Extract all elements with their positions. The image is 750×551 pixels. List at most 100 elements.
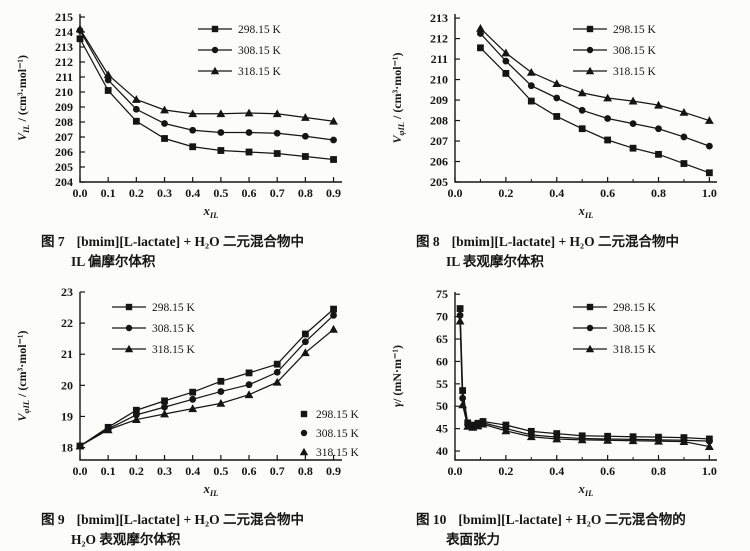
triangle-marker xyxy=(463,422,473,430)
y-tick-label: 205 xyxy=(55,160,73,174)
circle-marker xyxy=(553,94,561,102)
series-circle xyxy=(477,30,713,150)
square-marker xyxy=(217,147,225,154)
square-marker xyxy=(125,303,133,311)
circle-marker xyxy=(680,133,688,141)
fig10-chart: 40 45 50 55 60 65 70 75 0.0 0.2 0.4 0.6 0.8 1.0 γ/ (mN… xyxy=(390,287,717,498)
x-tick-label: 0.7 xyxy=(270,186,285,200)
y-tick-label: 214 xyxy=(55,25,73,39)
figure-8: 205 206 207 208 209 210 211 212 213 0.0 0.2 0.4 0.6 0… xyxy=(375,0,750,278)
x-tick-label: 0.4 xyxy=(549,186,564,200)
square-marker xyxy=(629,144,637,152)
legend-label: 318.15 K xyxy=(316,447,360,459)
fig7-caption-line2: IL 偏摩尔体积 xyxy=(71,254,156,270)
square-marker xyxy=(586,25,594,33)
triangle-marker xyxy=(654,100,663,109)
legend-label: 298.15 K xyxy=(613,24,657,36)
circle-marker xyxy=(132,105,140,113)
square-marker xyxy=(76,35,84,43)
legend-label: 308.15 K xyxy=(613,323,657,335)
circle-marker xyxy=(330,136,337,144)
triangle-marker xyxy=(329,116,338,125)
series-triangle xyxy=(476,23,714,124)
y-tick-label: 65 xyxy=(436,332,448,346)
x-tick-label: 0.2 xyxy=(129,186,144,200)
x-tick-label: 0.8 xyxy=(651,464,666,478)
circle-marker xyxy=(301,132,309,140)
y-tick-label: 45 xyxy=(436,422,448,436)
legend: 298.15 K 308.15 K 318.15 K xyxy=(573,302,657,356)
circle-marker xyxy=(161,403,168,411)
triangle-marker xyxy=(329,324,338,333)
fig7-caption-text: [bmim][L-lactate] + H₂O 二元混合物中 xyxy=(76,234,304,249)
legend-label: 308.15 K xyxy=(613,45,657,57)
y-tick-label: 19 xyxy=(61,409,73,423)
square-marker xyxy=(300,410,308,418)
circle-marker xyxy=(273,368,281,376)
circle-marker xyxy=(161,120,168,127)
triangle-marker xyxy=(679,437,689,446)
figure-10: 40 45 50 55 60 65 70 75 0.0 0.2 0.4 0.6 0.8 1.0 γ/ (mN… xyxy=(375,278,750,549)
y-tick-label: 213 xyxy=(55,40,73,54)
circle-marker xyxy=(217,388,225,395)
x-tick-label: 0.0 xyxy=(448,464,463,478)
figure-7: 204 205 206 207 208 209 210 211 212 213 214 215 0.0 0… xyxy=(0,0,375,278)
legend-label: 298.15 K xyxy=(316,409,360,421)
y-tick-label: 210 xyxy=(430,73,448,87)
y-tick-label: 212 xyxy=(55,55,73,69)
circle-marker xyxy=(189,126,197,134)
square-marker xyxy=(527,97,535,105)
circle-marker xyxy=(586,46,594,54)
y-tick-label: 206 xyxy=(430,155,448,169)
circle-marker xyxy=(705,437,713,445)
triangle-marker xyxy=(131,415,141,423)
triangle-marker xyxy=(455,316,465,325)
x-axis-label: xIL xyxy=(578,204,594,220)
fig8-chart: 205 206 207 208 209 210 211 212 213 0.0 0.2 0.4 0.6 0… xyxy=(390,11,717,220)
fig9-caption-line1: 图 9 [bmim][L-lactate] + H₂O 二元混合物中 xyxy=(0,510,375,530)
legend-label: 308.15 K xyxy=(316,428,360,440)
square-marker xyxy=(456,305,464,312)
circle-marker xyxy=(330,311,337,319)
y-tick-label: 23 xyxy=(61,285,73,299)
x-tick-label: 0.6 xyxy=(242,464,257,478)
triangle-marker xyxy=(244,108,254,117)
series-square xyxy=(76,305,337,450)
triangle-marker xyxy=(160,105,169,114)
y-tick-label: 211 xyxy=(431,52,448,66)
x-tick-label: 0.3 xyxy=(157,464,172,478)
square-marker xyxy=(132,406,140,414)
triangle-marker xyxy=(654,436,663,445)
x-tick-label: 1.0 xyxy=(702,464,717,478)
legend-label: 298.15 K xyxy=(152,302,196,314)
fig8-caption: 图 8 [bmim][L-lactate] + H₂O 二元混合物中 IL 表观摩… xyxy=(375,232,750,273)
triangle-marker xyxy=(501,426,511,435)
triangle-marker xyxy=(216,398,226,407)
x-tick-label: 0.2 xyxy=(129,464,144,478)
x-tick-label: 0.9 xyxy=(326,186,341,200)
triangle-marker xyxy=(160,409,169,418)
fig10-caption-tag: 图 10 xyxy=(416,512,447,527)
fig8-caption-text: [bmim][L-lactate] + H₂O 二元混合物中 xyxy=(451,234,679,249)
y-tick-label: 22 xyxy=(61,316,73,330)
square-marker xyxy=(655,150,662,158)
y-tick-label: 204 xyxy=(55,175,73,189)
y-tick-label: 18 xyxy=(61,441,73,455)
square-marker xyxy=(245,369,253,377)
triangle-marker xyxy=(75,24,85,33)
legend-label: 298.15 K xyxy=(238,24,282,36)
circle-marker xyxy=(125,324,133,332)
triangle-marker xyxy=(628,96,638,105)
square-marker xyxy=(705,169,713,177)
fig10-caption-line1: 图 10 [bmim][L-lactate] + H₂O 二元混合物的 xyxy=(375,510,750,530)
triangle-marker xyxy=(244,390,254,399)
square-marker xyxy=(104,87,112,94)
legend-label: 318.15 K xyxy=(613,344,657,356)
fig8-caption-tag: 图 8 xyxy=(416,234,440,249)
y-tick-label: 208 xyxy=(430,114,448,128)
y-axis-label: VφIL / (cm³·mol⁻¹) xyxy=(390,52,406,143)
circle-marker xyxy=(300,429,308,437)
y-axis-label: VIL / (cm³·mol⁻¹) xyxy=(15,55,31,141)
